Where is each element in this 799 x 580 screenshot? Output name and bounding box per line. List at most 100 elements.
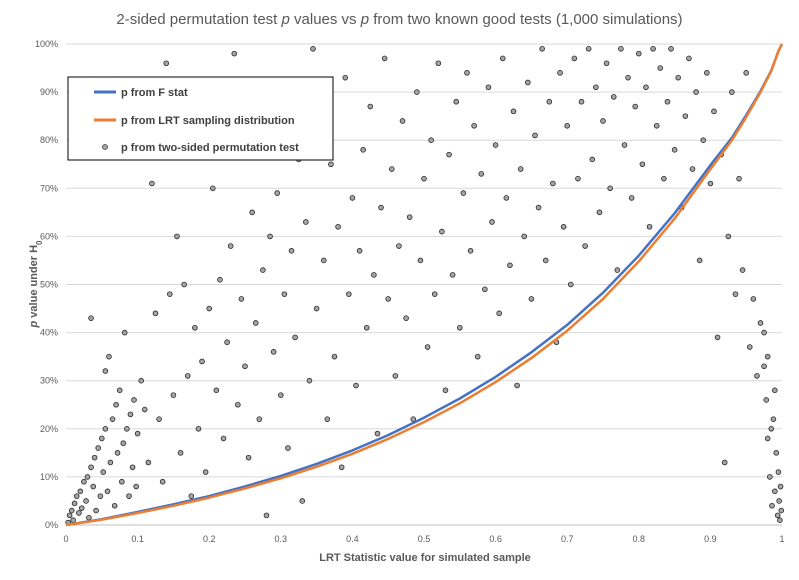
scatter-point xyxy=(761,363,767,370)
scatter-point xyxy=(181,281,187,288)
scatter-point xyxy=(285,445,291,451)
scatter-point xyxy=(281,291,288,297)
scatter-point xyxy=(120,440,127,447)
scatter-point xyxy=(195,425,202,432)
scatter-point xyxy=(732,291,739,297)
scatter-point xyxy=(406,214,413,220)
scatter-point xyxy=(177,450,184,456)
scatter-point xyxy=(439,228,445,235)
scatter-point xyxy=(163,60,170,67)
scatter-point xyxy=(66,512,73,519)
scatter-point xyxy=(367,103,374,110)
scatter-point xyxy=(77,488,84,495)
scatter-point xyxy=(249,209,255,216)
scatter-point xyxy=(528,296,535,302)
scatter-point xyxy=(596,209,603,216)
scatter-point xyxy=(657,65,664,71)
scatter-point xyxy=(88,464,94,471)
y-tick-label: 10% xyxy=(40,472,58,482)
scatter-point xyxy=(589,156,596,163)
scatter-point xyxy=(313,305,320,312)
scatter-point xyxy=(650,46,656,52)
scatter-point xyxy=(618,46,624,52)
x-tick-label: 0.1 xyxy=(131,534,144,544)
scatter-point xyxy=(414,89,420,95)
scatter-point xyxy=(346,291,352,297)
scatter-point xyxy=(671,147,678,153)
scatter-point xyxy=(90,483,97,490)
scatter-point xyxy=(188,493,195,499)
scatter-point xyxy=(363,324,370,331)
legend-label-permutation: p from two-sided permutation test xyxy=(121,142,299,154)
scatter-point xyxy=(202,469,209,475)
scatter-point xyxy=(399,118,406,124)
scatter-point xyxy=(575,175,581,182)
scatter-point xyxy=(743,70,749,76)
y-tick-label: 60% xyxy=(40,231,58,241)
scatter-point xyxy=(761,329,767,336)
scatter-point xyxy=(245,454,252,461)
scatter-point xyxy=(159,478,166,485)
scatter-point xyxy=(338,464,345,471)
scatter-point xyxy=(492,142,499,148)
scatter-point xyxy=(664,98,671,105)
scatter-point xyxy=(116,387,123,394)
scatter-point xyxy=(767,474,773,480)
scatter-point xyxy=(578,98,585,105)
chart-title-part-3: from two known good tests (1,000 simulat… xyxy=(369,11,682,28)
scatter-point xyxy=(107,459,114,466)
scatter-point xyxy=(750,296,757,302)
scatter-point xyxy=(335,223,341,230)
scatter-point xyxy=(582,243,588,249)
scatter-point xyxy=(91,454,98,461)
x-tick-label: 0.9 xyxy=(704,534,717,544)
scatter-point xyxy=(138,377,144,384)
chart-title-part-2: values vs xyxy=(290,11,361,28)
legend-label-f-stat: p from F stat xyxy=(121,87,188,99)
scatter-point xyxy=(478,171,485,177)
scatter-point xyxy=(525,79,531,86)
scatter-point xyxy=(632,103,639,110)
scatter-point xyxy=(260,267,266,273)
scatter-point xyxy=(778,507,785,514)
scatter-point xyxy=(707,180,714,187)
scatter-point xyxy=(764,353,771,360)
scatter-point xyxy=(360,147,366,153)
scatter-point xyxy=(521,233,528,240)
scatter-point xyxy=(328,161,334,168)
scatter-point xyxy=(104,488,111,495)
scatter-point xyxy=(81,478,87,485)
scatter-point xyxy=(496,310,502,317)
scatter-point xyxy=(209,185,216,192)
y-axis-title-p: p xyxy=(28,320,40,328)
scatter-point xyxy=(306,377,313,384)
scatter-point xyxy=(102,425,109,432)
scatter-point xyxy=(217,276,223,283)
scatter-point xyxy=(464,70,470,76)
scatter-point xyxy=(460,190,467,196)
scatter-point xyxy=(127,411,134,418)
scatter-point xyxy=(585,46,592,52)
y-tick-label: 30% xyxy=(40,376,58,386)
scatter-point xyxy=(324,416,331,422)
scatter-point xyxy=(378,204,384,211)
y-tick-label: 40% xyxy=(40,328,58,338)
scatter-point xyxy=(607,185,613,192)
scatter-point xyxy=(133,483,139,490)
scatter-point xyxy=(114,450,121,456)
scatter-point xyxy=(385,296,392,302)
scatter-point xyxy=(704,70,710,76)
scatter-point xyxy=(550,180,556,187)
scatter-point xyxy=(381,55,388,62)
scatter-point xyxy=(129,464,136,471)
scatter-point xyxy=(621,142,628,148)
scatter-point xyxy=(485,84,492,91)
scatter-point xyxy=(482,286,488,293)
legend-label-lrt: p from LRT sampling distribution xyxy=(121,115,295,127)
y-axis-title-sub: 0 xyxy=(35,240,44,245)
scatter-point xyxy=(88,315,94,321)
legend: p from F stat p from LRT sampling distri… xyxy=(67,76,334,161)
scatter-point xyxy=(746,344,753,350)
series-line-1 xyxy=(65,43,784,527)
scatter-point xyxy=(768,425,775,432)
